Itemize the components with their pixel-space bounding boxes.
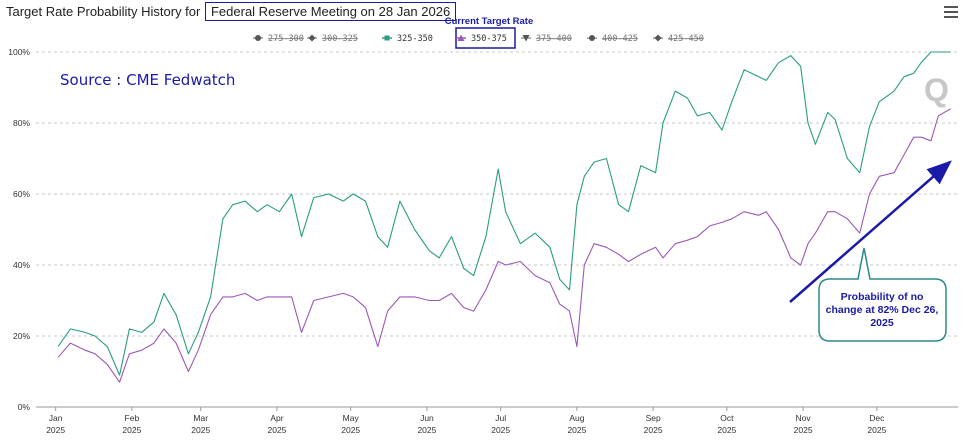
y-tick-label: 100% (8, 47, 30, 57)
trend-arrow (789, 160, 952, 303)
y-tick-label: 0% (18, 402, 31, 412)
legend-label: 375-400 (536, 34, 572, 44)
series-line-350-375 (57, 108, 951, 383)
legend-marker (457, 34, 465, 41)
y-tick-label: 60% (13, 189, 30, 199)
legend: Current Target Rate 275-300 300-325 325-35… (253, 16, 704, 49)
title-highlight: Federal Reserve Meeting on 28 Jan 2026 (204, 2, 457, 21)
callout-line-1: Probability of no (841, 291, 924, 303)
y-axis: 0% 20% 40% 60% 80% 100% (8, 47, 30, 412)
watermark-logo: Q (924, 72, 949, 108)
legend-marker (522, 35, 530, 42)
x-tick-year: 2025 (644, 425, 663, 435)
y-tick-label: 20% (13, 331, 30, 341)
legend-label: 300-325 (322, 34, 358, 44)
legend-item-300-325: 300-325 (307, 34, 358, 44)
legend-label: 350-375 (471, 34, 507, 44)
x-axis: Jan 2025 Feb 2025 Mar 2025 Apr 2025 May 2025 Jun 20… (36, 406, 958, 435)
x-tick-month: Aug (569, 413, 584, 423)
x-tick-year: 2025 (267, 425, 286, 435)
legend-item-425-450: 425-450 (653, 34, 704, 44)
x-tick-month: Sep (646, 413, 661, 423)
chart-title: Target Rate Probability History for Fede… (6, 2, 457, 21)
x-tick-year: 2025 (867, 425, 886, 435)
x-tick-year: 2025 (122, 425, 141, 435)
x-tick-year: 2025 (341, 425, 360, 435)
legend-label: 425-450 (668, 34, 704, 44)
legend-marker (589, 35, 595, 41)
x-tick-month: Nov (796, 413, 812, 423)
hamburger-menu-icon[interactable] (944, 6, 958, 18)
legend-label: 400-425 (602, 34, 638, 44)
legend-label: 275-300 (268, 34, 304, 44)
legend-item-400-425: 400-425 (587, 34, 638, 44)
x-tick-year: 2025 (417, 425, 436, 435)
series-layer (57, 51, 951, 383)
callout: Probability of no change at 82% Dec 26, … (818, 247, 947, 342)
x-tick-month: May (343, 413, 360, 423)
x-tick-month: Jul (495, 413, 506, 423)
callout-line-3: 2025 (870, 317, 894, 329)
x-tick-year: 2025 (46, 425, 65, 435)
callout-line-2: change at 82% Dec 26, (826, 304, 939, 316)
x-tick-year: 2025 (491, 425, 510, 435)
title-prefix: Target Rate Probability History for (6, 4, 201, 19)
legend-marker (654, 34, 662, 42)
legend-item-375-400: 375-400 (521, 34, 572, 44)
series-line-325-350 (57, 51, 951, 376)
x-tick-month: Dec (869, 413, 885, 423)
legend-item-325-350: 325-350 (382, 34, 433, 44)
x-tick-month: Apr (270, 413, 283, 423)
x-tick-month: Feb (125, 413, 140, 423)
x-tick-month: Mar (193, 413, 208, 423)
legend-caption: Current Target Rate (445, 16, 534, 27)
x-tick-month: Oct (720, 413, 734, 423)
x-tick-year: 2025 (191, 425, 210, 435)
x-tick-year: 2025 (567, 425, 586, 435)
legend-label: 325-350 (397, 34, 433, 44)
legend-item-350-375: 350-375 (456, 34, 507, 44)
x-tick-year: 2025 (717, 425, 736, 435)
legend-marker (384, 35, 390, 41)
legend-marker (308, 34, 316, 42)
x-tick-month: Jan (49, 413, 63, 423)
source-label: Source : CME Fedwatch (60, 71, 235, 89)
y-tick-label: 40% (13, 260, 30, 270)
legend-marker (255, 35, 261, 41)
legend-item-275-300: 275-300 (253, 34, 304, 44)
gridlines (36, 51, 958, 337)
y-tick-label: 80% (13, 118, 30, 128)
x-tick-year: 2025 (794, 425, 813, 435)
x-tick-month: Jun (420, 413, 434, 423)
